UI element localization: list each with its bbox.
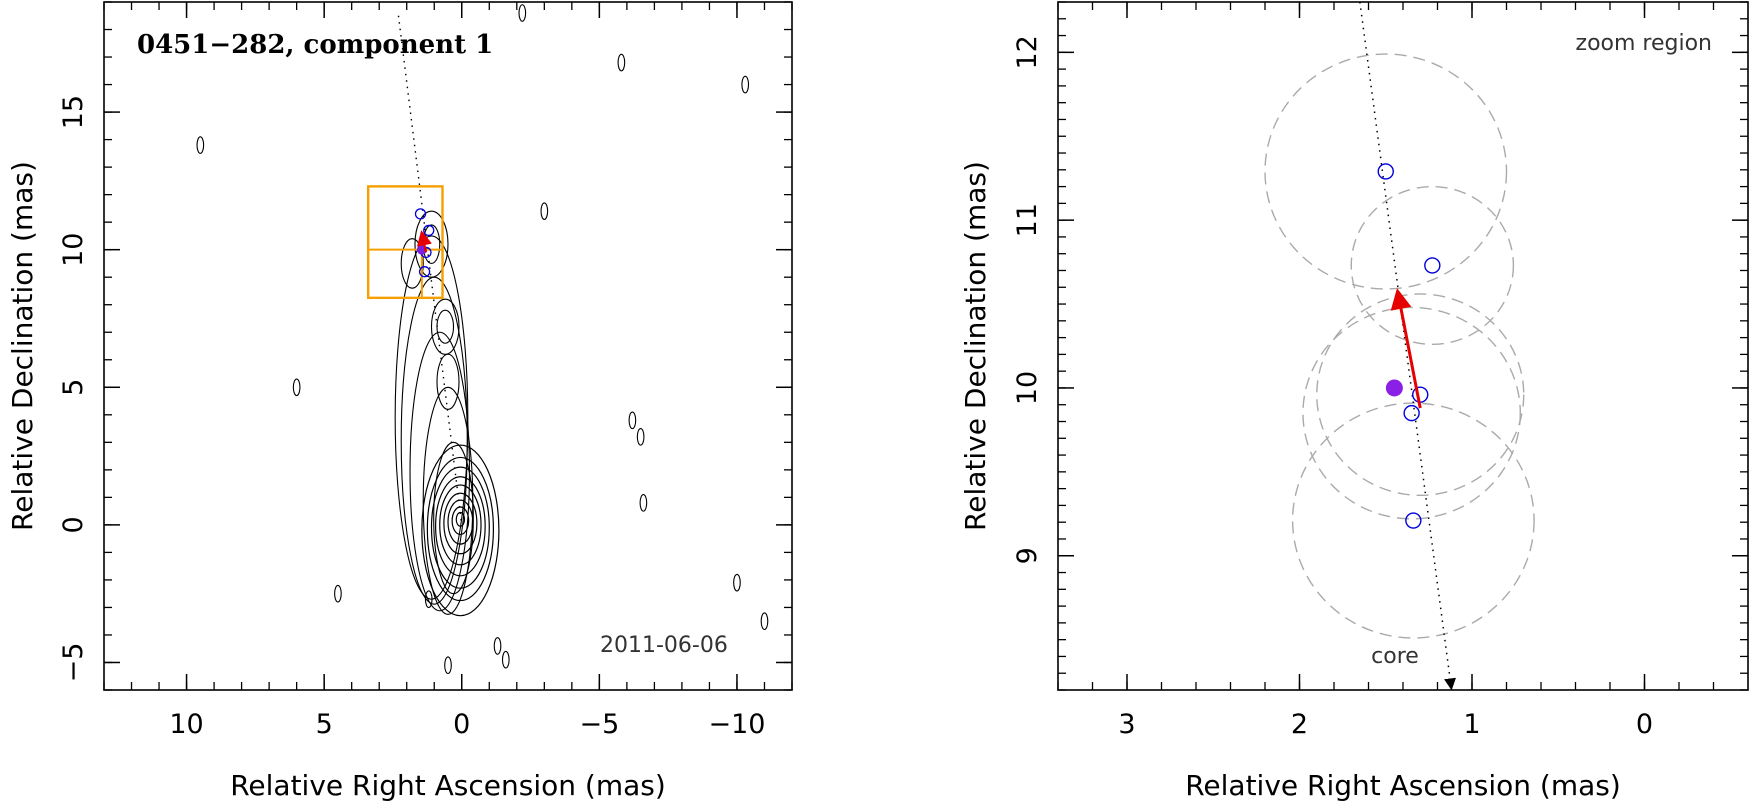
right-y-tick-label: 11 (1012, 203, 1043, 237)
error-circle (1350, 185, 1515, 346)
contour-line (436, 309, 455, 344)
left-plot-frame (103, 1, 793, 691)
left-tick-labels: 10 5 0 −5 −10 −5 0 5 10 15 (58, 95, 765, 740)
left-x-axis-label: Relative Right Ascension (mas) (230, 769, 666, 802)
noise-contour (741, 75, 750, 94)
component-position-marker (1377, 163, 1394, 180)
motion-vector-arrow (1390, 288, 1422, 409)
right-x-tick-label: 1 (1463, 709, 1480, 740)
contour-line (451, 506, 470, 536)
noise-contour (628, 411, 637, 430)
error-circle (1291, 402, 1535, 639)
contour-map (196, 4, 769, 675)
error-circles (1264, 53, 1535, 639)
core-label: core (1371, 644, 1419, 669)
left-marks (366, 15, 463, 525)
noise-contour (760, 612, 769, 631)
noise-contour (292, 378, 301, 397)
left-y-tick-label: 0 (58, 516, 89, 533)
noise-contour (540, 202, 549, 220)
right-ticks (1057, 1, 1748, 691)
contour-line (436, 353, 460, 410)
left-panel-title: 0451−282, component 1 (137, 30, 493, 60)
right-x-tick-label: 3 (1118, 709, 1135, 740)
zoom-region-box (366, 185, 444, 300)
component-position-marker (414, 208, 427, 220)
jet-axis-to-core (1359, 1, 1456, 691)
contour-line (443, 492, 478, 555)
right-x-axis-label: Relative Right Ascension (mas) (1185, 769, 1621, 802)
right-y-axis-label: Relative Declination (mas) (959, 161, 992, 531)
noise-contour (733, 573, 741, 592)
error-circle (1316, 293, 1525, 497)
noise-contour (424, 590, 433, 608)
contour-line (435, 476, 486, 577)
contour-line (409, 331, 471, 612)
contour-line (400, 238, 424, 289)
error-circle (1302, 306, 1521, 520)
left-y-tick-label: −5 (58, 643, 89, 683)
jet-axis-line (397, 15, 463, 525)
right-panel-title: zoom region (1576, 31, 1712, 56)
left-x-tick-label: 10 (169, 709, 203, 740)
left-y-axis-label: Relative Declination (mas) (6, 161, 39, 531)
left-x-tick-label: 5 (316, 709, 333, 740)
motion-vector-arrow (416, 230, 432, 253)
noise-contour (636, 428, 645, 446)
component-position-marker (1412, 386, 1429, 403)
contour-line (430, 298, 460, 355)
noise-contour (334, 584, 342, 603)
mean-position-marker (1385, 379, 1403, 397)
error-circle (1264, 53, 1508, 290)
contour-line (422, 386, 474, 615)
noise-contour (518, 4, 527, 22)
left-x-tick-label: −10 (708, 709, 765, 740)
noise-contour (639, 494, 648, 512)
right-y-tick-label: 12 (1012, 35, 1043, 69)
left-x-tick-label: 0 (453, 709, 470, 740)
contour-line (439, 484, 482, 566)
observation-date: 2011-06-06 (600, 633, 728, 658)
left-ticks (103, 1, 793, 691)
noise-contour (617, 53, 626, 72)
component-position-marker (1403, 404, 1420, 422)
noise-contour (493, 637, 502, 655)
right-x-tick-label: 0 (1636, 709, 1653, 740)
left-y-tick-label: 10 (58, 233, 89, 267)
component-position-marker (1405, 512, 1422, 529)
right-marks (1359, 1, 1456, 691)
right-plot-frame (1057, 1, 1749, 691)
noise-contour (444, 656, 452, 675)
contour-line (430, 466, 490, 589)
contour-line (414, 210, 449, 278)
right-y-tick-label: 10 (1012, 371, 1043, 405)
right-x-tick-label: 2 (1291, 709, 1308, 740)
component-position-marker (1424, 257, 1441, 274)
left-y-tick-label: 5 (58, 379, 89, 396)
component-position-marker (418, 266, 431, 278)
contour-line (421, 444, 500, 617)
noise-contour (501, 650, 510, 669)
left-x-tick-label: −5 (579, 709, 619, 740)
right-y-tick-label: 9 (1012, 547, 1043, 564)
noise-contour (196, 136, 205, 154)
left-y-tick-label: 15 (58, 95, 89, 129)
